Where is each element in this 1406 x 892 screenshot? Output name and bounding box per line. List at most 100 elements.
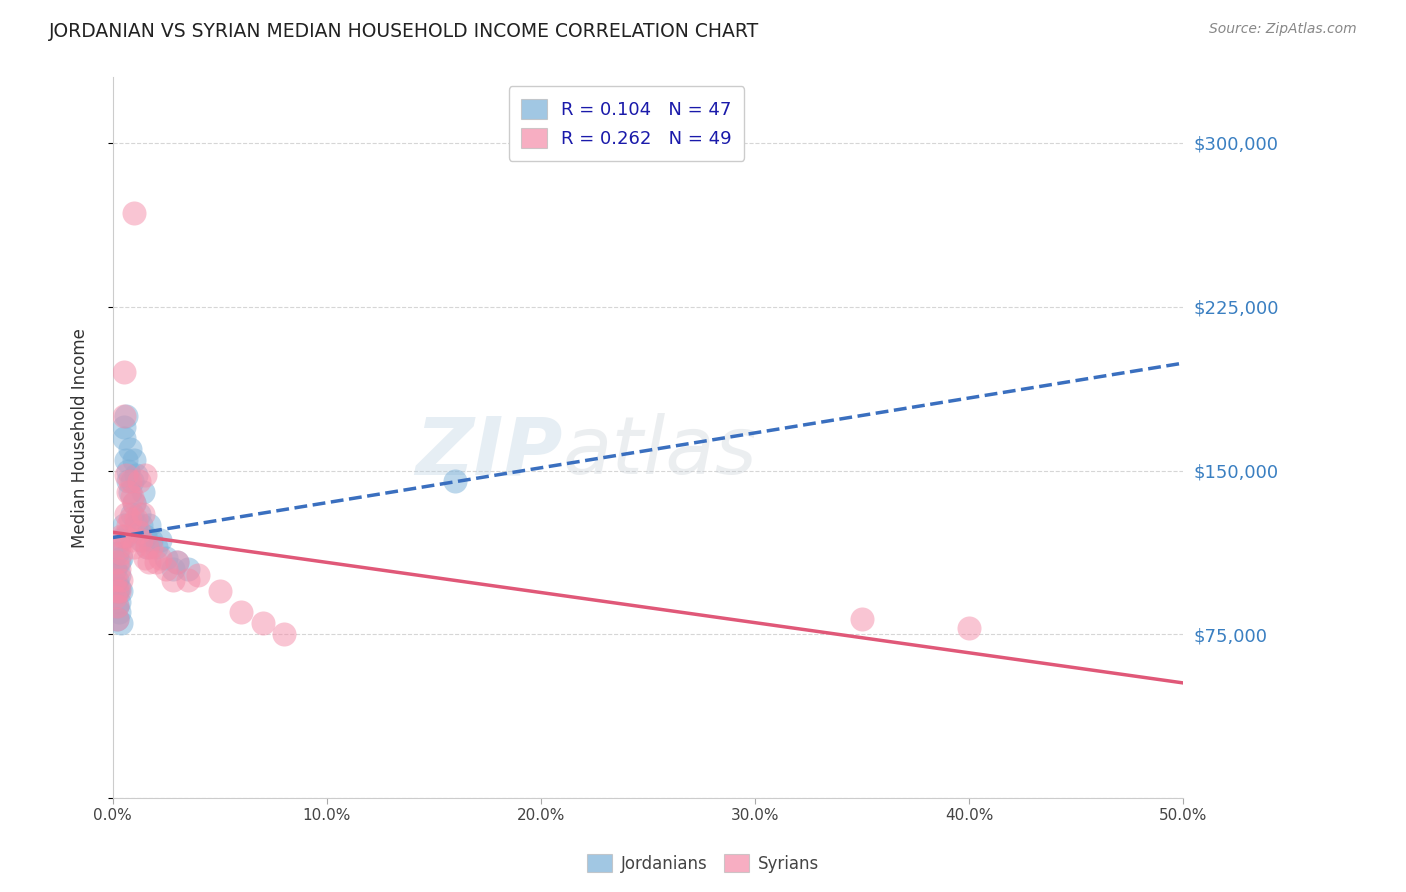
Point (122, 496, 145, 510)
Point (208, 583, 231, 598)
Point (108, 594, 131, 608)
Point (108, 582, 131, 596)
Point (110, 583, 132, 598)
Legend: R = 0.104   N = 47, R = 0.262   N = 49: R = 0.104 N = 47, R = 0.262 N = 49 (509, 87, 745, 161)
Point (105, 612, 128, 626)
Point (117, 475, 139, 489)
Point (138, 518, 160, 533)
Point (122, 206, 145, 220)
Point (104, 573, 127, 587)
Text: ZIP: ZIP (415, 413, 562, 491)
Point (166, 555, 188, 569)
Point (114, 529, 136, 543)
Point (105, 555, 128, 569)
Point (121, 490, 143, 504)
Point (132, 485, 155, 500)
Point (149, 550, 172, 565)
Point (134, 467, 156, 482)
Point (273, 627, 295, 641)
Point (117, 485, 139, 500)
Point (122, 540, 145, 554)
Point (105, 583, 128, 598)
Point (162, 573, 184, 587)
Point (132, 507, 155, 521)
Point (108, 555, 131, 569)
Point (110, 616, 132, 631)
Point (128, 524, 150, 539)
Point (252, 616, 274, 631)
Point (105, 599, 128, 613)
Point (129, 518, 152, 533)
Text: JORDANIAN VS SYRIAN MEDIAN HOUSEHOLD INCOME CORRELATION CHART: JORDANIAN VS SYRIAN MEDIAN HOUSEHOLD INC… (49, 22, 759, 41)
Point (155, 550, 177, 565)
Y-axis label: Median Household Income: Median Household Income (72, 328, 89, 548)
Point (112, 365, 135, 379)
Point (112, 431, 135, 445)
Point (145, 540, 167, 554)
Point (117, 463, 139, 477)
Point (112, 409, 135, 423)
Point (121, 533, 143, 548)
Point (166, 555, 188, 569)
Point (187, 568, 209, 582)
Point (105, 583, 128, 598)
Point (110, 533, 132, 548)
Point (105, 573, 128, 587)
Point (138, 555, 160, 569)
Point (108, 540, 131, 554)
Point (149, 533, 172, 548)
Legend: Jordanians, Syrians: Jordanians, Syrians (581, 847, 825, 880)
Point (110, 529, 132, 543)
Point (108, 562, 131, 576)
Point (134, 529, 156, 543)
Point (141, 540, 163, 554)
Point (114, 452, 136, 467)
Point (125, 518, 148, 533)
Point (134, 550, 156, 565)
Point (110, 550, 132, 565)
Point (155, 562, 177, 576)
Point (118, 485, 141, 500)
Point (129, 533, 152, 548)
Point (104, 577, 127, 591)
Point (121, 475, 143, 489)
Point (122, 452, 145, 467)
Point (121, 507, 143, 521)
Point (125, 511, 148, 525)
Point (105, 612, 128, 626)
Point (114, 467, 136, 482)
Point (118, 442, 141, 456)
Text: atlas: atlas (562, 413, 758, 491)
Point (117, 518, 139, 533)
Point (105, 599, 128, 613)
Point (128, 475, 150, 489)
Point (110, 547, 132, 561)
Point (114, 507, 136, 521)
Point (141, 533, 163, 548)
Point (118, 475, 141, 489)
Point (125, 467, 148, 482)
Point (177, 573, 200, 587)
Point (118, 511, 141, 525)
Point (231, 606, 253, 620)
Point (108, 568, 131, 582)
Point (112, 518, 135, 533)
Point (957, 621, 980, 635)
Text: Source: ZipAtlas.com: Source: ZipAtlas.com (1209, 22, 1357, 37)
Point (136, 540, 159, 554)
Point (122, 496, 145, 510)
Point (108, 606, 131, 620)
Point (104, 562, 127, 576)
Point (851, 612, 873, 626)
Point (110, 573, 132, 587)
Point (114, 409, 136, 423)
Point (112, 420, 135, 434)
Point (136, 540, 159, 554)
Point (444, 475, 467, 489)
Point (128, 507, 150, 521)
Point (129, 533, 152, 548)
Point (104, 590, 127, 604)
Point (105, 547, 128, 561)
Point (108, 583, 131, 598)
Point (177, 562, 200, 576)
